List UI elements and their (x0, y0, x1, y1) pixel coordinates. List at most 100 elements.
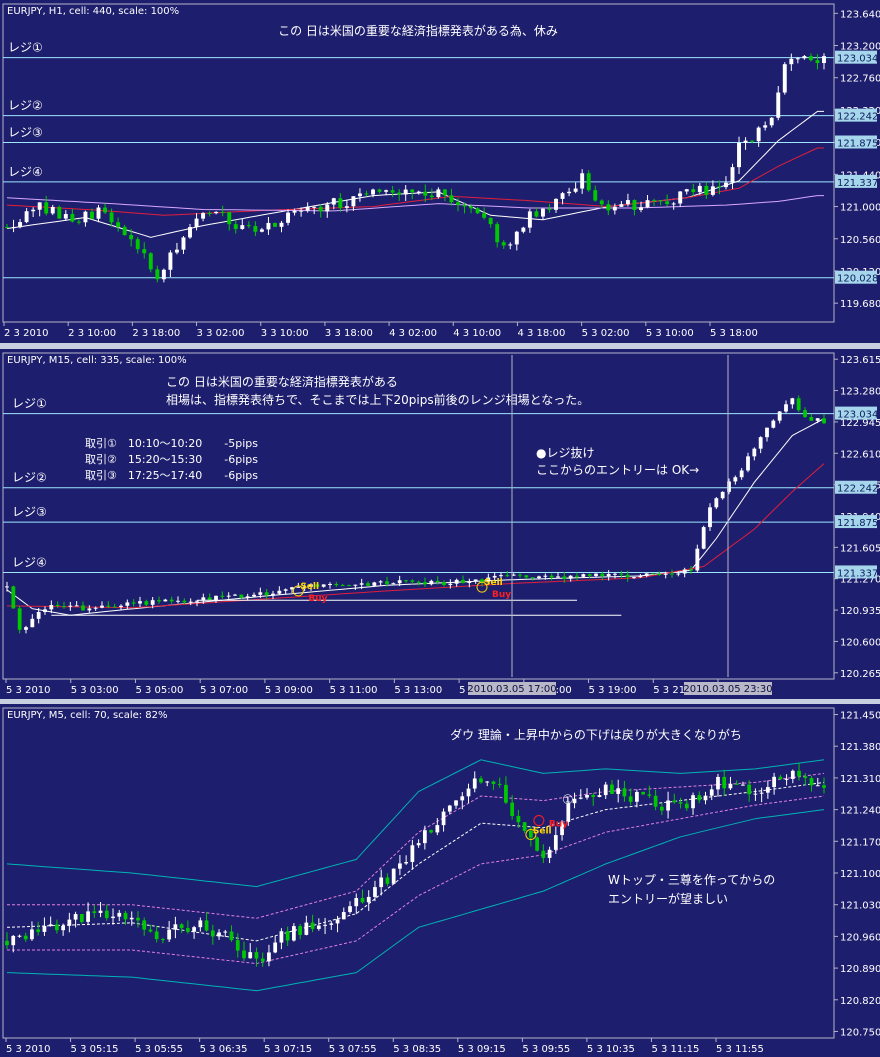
price-tag-label: 120.028 (837, 274, 878, 285)
candle-body (391, 868, 396, 884)
note-text: ●レジ抜け (536, 446, 594, 460)
candle-body (111, 916, 115, 919)
candle-body (112, 606, 117, 608)
resistance-label: レジ③ (8, 126, 43, 140)
indicator-ma-mid (6, 463, 825, 609)
candle-body (697, 185, 702, 193)
candle-body (456, 202, 460, 205)
candle-body (733, 477, 738, 482)
candle-body (784, 778, 789, 780)
x-tick-label: 5 3 2010 (6, 1044, 51, 1055)
candle-body (472, 778, 477, 789)
candle-body (83, 211, 88, 223)
candle-body (248, 952, 253, 959)
candle-body (772, 776, 776, 788)
candle-body (167, 929, 172, 940)
y-tick-label: 121.100 (840, 869, 880, 880)
candle-body (67, 919, 72, 926)
candle-body (442, 582, 446, 585)
indicator-boll-upper (6, 759, 825, 888)
candle-body (499, 575, 503, 577)
candle-body (593, 190, 598, 201)
y-tick-label: 121.450 (840, 711, 880, 722)
candle-body (148, 253, 153, 270)
x-tick-label: 5 3 09:00 (265, 685, 313, 696)
candle-body (235, 940, 240, 951)
crosshair-label: 2010.03.05 23:30 (683, 684, 772, 695)
x-tick-label: 5 3 05:55 (135, 1044, 183, 1055)
candle-body (129, 234, 134, 240)
indicator-ma-fast (6, 418, 825, 616)
panel-separator (0, 343, 880, 349)
candle-body (568, 575, 573, 579)
candle-body (695, 548, 700, 571)
signal-circle (476, 581, 488, 593)
candle-body (479, 778, 483, 783)
candle-body (266, 222, 271, 230)
candle-body (290, 587, 294, 590)
candle-body (504, 784, 508, 803)
candle-body (17, 608, 22, 630)
candle-body (305, 206, 310, 211)
resistance-label: レジ① (12, 397, 47, 411)
candle-body (98, 910, 103, 913)
candle-body (717, 186, 722, 188)
candle-body (63, 214, 68, 219)
candle-body (682, 569, 687, 574)
x-tick-label: 2 3 2010 (4, 328, 49, 339)
candle-body (659, 806, 664, 811)
x-tick-label: 5 3 03:00 (71, 685, 119, 696)
h1-chart-panel: EURJPY, H1, cell: 440, scale: 100% 123.64… (0, 0, 880, 343)
candle-body (554, 198, 558, 210)
candle-body (397, 580, 402, 584)
candle-body (259, 229, 264, 232)
x-tick-label: 5 3 21:00 (653, 685, 701, 696)
candle-body (198, 920, 203, 928)
candle-body (714, 498, 719, 508)
candle-body (68, 605, 73, 607)
candle-body (776, 92, 781, 118)
candle-body (586, 173, 591, 191)
candle-body (351, 196, 356, 207)
candle-body (125, 602, 130, 606)
candle-body (467, 581, 472, 583)
candle-body (55, 604, 60, 607)
y-tick-label: 120.750 (840, 1027, 880, 1038)
candle-body (30, 618, 35, 628)
candle-body (316, 925, 321, 929)
note-text: Wトップ・三尊を作ってからの (608, 872, 775, 887)
indicator-boll-inner-upper (7, 772, 825, 919)
candle-body (366, 896, 371, 903)
candle-body (296, 586, 301, 588)
candle-body (597, 795, 602, 797)
candle-body (5, 586, 9, 588)
candle-body (50, 206, 55, 214)
candle-body (473, 579, 478, 582)
x-tick-label: 5 3 10:00 (646, 328, 694, 339)
candle-body (391, 583, 396, 585)
candle-body (488, 217, 493, 225)
candle-body (625, 200, 630, 205)
candle-body (778, 776, 783, 780)
candle-body (277, 590, 282, 594)
y-tick-label: 121.170 (840, 837, 880, 848)
candle-body (76, 221, 81, 223)
candle-body (48, 924, 53, 926)
candle-body (24, 627, 28, 630)
candle-body (123, 912, 128, 920)
candle-body (161, 939, 165, 941)
indicator-ma-mid (6, 147, 824, 216)
candle-body (416, 843, 421, 846)
y-tick-label: 123.615 (840, 355, 880, 366)
candle-body (789, 58, 794, 65)
candle-body (638, 575, 643, 578)
candle-body (753, 793, 758, 795)
candle-body (379, 877, 384, 888)
candle-body (36, 612, 41, 619)
candle-body (492, 575, 497, 578)
candle-body (765, 427, 769, 438)
candle-body (93, 607, 98, 609)
x-tick-label: 5 3 13:00 (394, 685, 442, 696)
candle-body (246, 225, 251, 227)
candle-body (423, 582, 427, 585)
